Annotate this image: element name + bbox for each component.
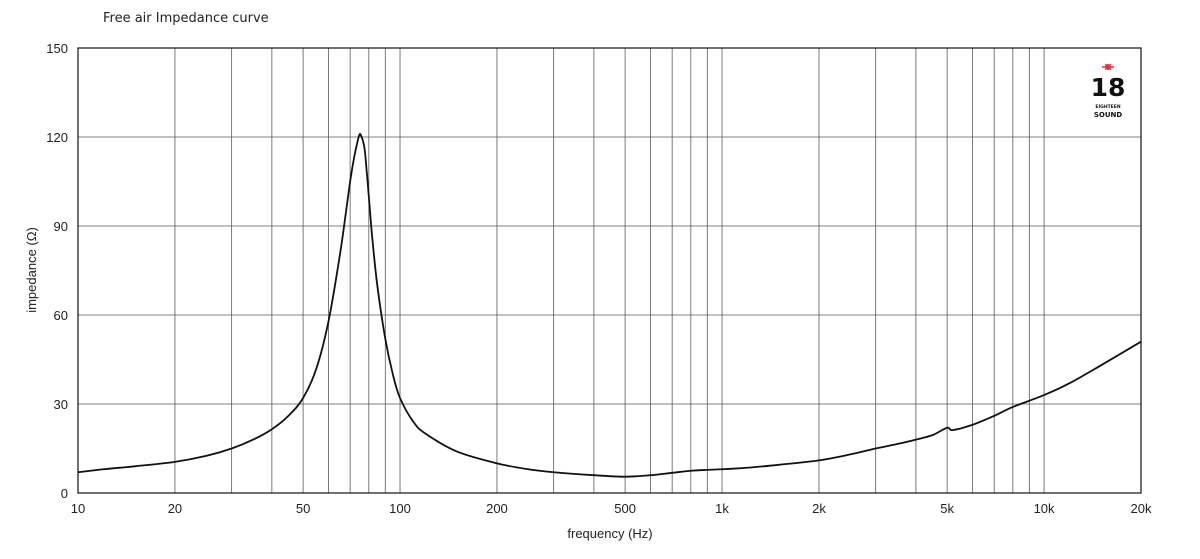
y-tick-label: 60 — [54, 308, 68, 323]
x-tick-label: 20 — [168, 501, 182, 516]
x-tick-label: 200 — [486, 501, 508, 516]
y-tick-label: 90 — [54, 219, 68, 234]
grid-lines — [77, 47, 1142, 494]
x-tick-label: 10k — [1034, 501, 1055, 516]
impedance-series — [77, 133, 1142, 478]
x-tick-label: 2k — [812, 501, 826, 516]
y-tick-label: 150 — [46, 41, 68, 56]
y-tick-label: 30 — [54, 397, 68, 412]
logo-number: 18 — [1091, 73, 1126, 102]
x-tick-label: 100 — [389, 501, 411, 516]
x-tick-label: 50 — [296, 501, 310, 516]
y-axis-label: impedance (Ω) — [24, 227, 39, 313]
x-axis-label: frequency (Hz) — [567, 526, 652, 541]
brand-logo: 18 EIGHTEEN SOUND — [1091, 63, 1126, 119]
x-tick-label: 20k — [1131, 501, 1152, 516]
logo-subtext-bottom: SOUND — [1094, 111, 1123, 119]
x-tick-label: 500 — [614, 501, 636, 516]
axis-ticks: 10 20 50 100 200 500 1k 2k 5k 10k 20k 0 30 60 90 120 150 — [46, 41, 1152, 516]
x-tick-label: 5k — [940, 501, 954, 516]
y-tick-label: 0 — [61, 486, 68, 501]
y-tick-label: 120 — [46, 130, 68, 145]
x-tick-label: 1k — [715, 501, 729, 516]
logo-subtext-top: EIGHTEEN — [1095, 104, 1120, 110]
star-icon — [1102, 63, 1114, 71]
chart-title: Free air Impedance curve — [103, 11, 269, 26]
x-tick-label: 10 — [71, 501, 85, 516]
impedance-curve-line — [77, 133, 1142, 478]
plot-frame — [77, 47, 1142, 494]
